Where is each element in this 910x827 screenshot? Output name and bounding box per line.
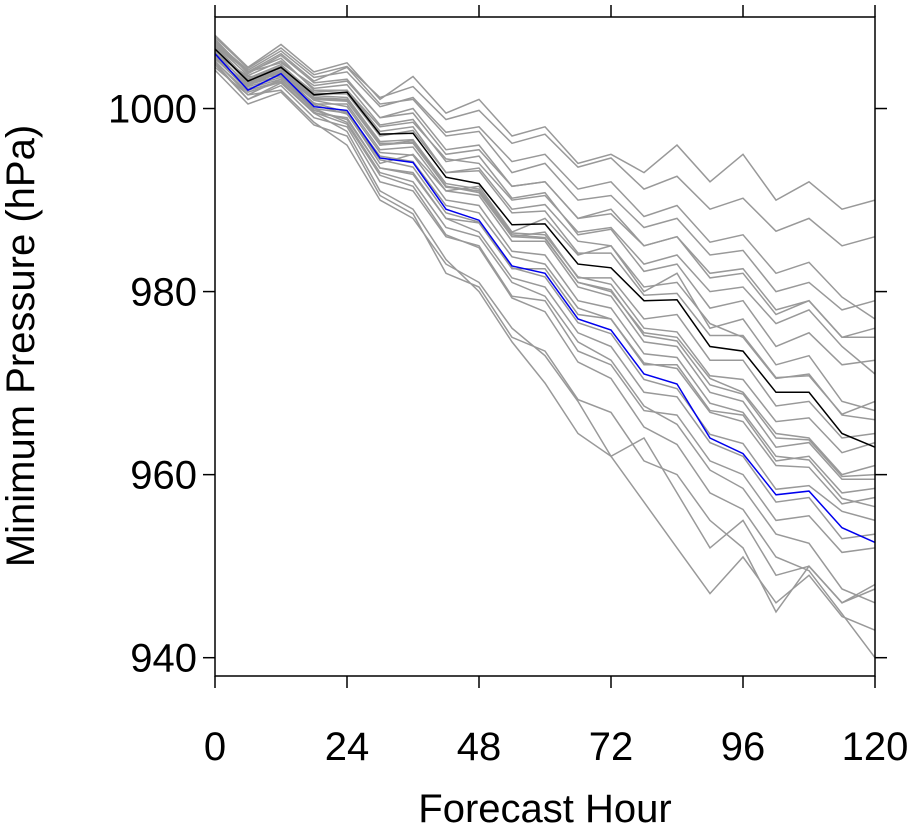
series-line-25 bbox=[214, 41, 876, 320]
tick-layer: 0 24 48 72 96 120 940 960 980 1000 bbox=[108, 5, 908, 769]
series-line-23 bbox=[214, 69, 876, 614]
y-tick-label-1000: 1000 bbox=[108, 88, 197, 132]
series-line-6 bbox=[214, 45, 876, 439]
x-tick-label-24: 24 bbox=[325, 725, 370, 769]
series-line-16 bbox=[214, 60, 876, 540]
series-line-7 bbox=[214, 57, 876, 494]
series-line-1 bbox=[214, 48, 876, 448]
series-line-20 bbox=[214, 43, 876, 366]
series-line-14 bbox=[214, 38, 875, 339]
series-line-27 bbox=[214, 53, 876, 508]
series-line-4 bbox=[214, 34, 876, 211]
series-line-15 bbox=[214, 64, 876, 631]
x-tick-label-120: 120 bbox=[842, 725, 909, 769]
series-line-12 bbox=[214, 51, 875, 480]
series-line-29 bbox=[214, 36, 876, 247]
series-line-8 bbox=[214, 62, 876, 554]
y-tick-label-940: 940 bbox=[130, 637, 197, 681]
x-tick-label-72: 72 bbox=[589, 725, 634, 769]
x-tick-label-48: 48 bbox=[457, 725, 502, 769]
series-line-28 bbox=[214, 61, 876, 659]
series-line-22 bbox=[214, 58, 876, 505]
x-tick-label-96: 96 bbox=[721, 725, 766, 769]
series-line-21 bbox=[214, 44, 876, 454]
series-line-26 bbox=[214, 46, 876, 478]
series-line-9 bbox=[214, 66, 876, 604]
y-axis-title: Minimum Pressure (hPa) bbox=[0, 125, 43, 567]
series-line-3 bbox=[214, 39, 876, 311]
series-layer bbox=[214, 34, 876, 659]
series-line-2 bbox=[214, 53, 876, 544]
series-line-17 bbox=[214, 49, 876, 375]
x-axis-title: Forecast Hour bbox=[418, 787, 671, 827]
plot-frame bbox=[214, 16, 876, 677]
series-line-10 bbox=[214, 52, 876, 412]
x-tick-label-0: 0 bbox=[204, 725, 226, 769]
y-tick-label-960: 960 bbox=[130, 454, 197, 498]
y-tick-label-980: 980 bbox=[130, 271, 197, 315]
